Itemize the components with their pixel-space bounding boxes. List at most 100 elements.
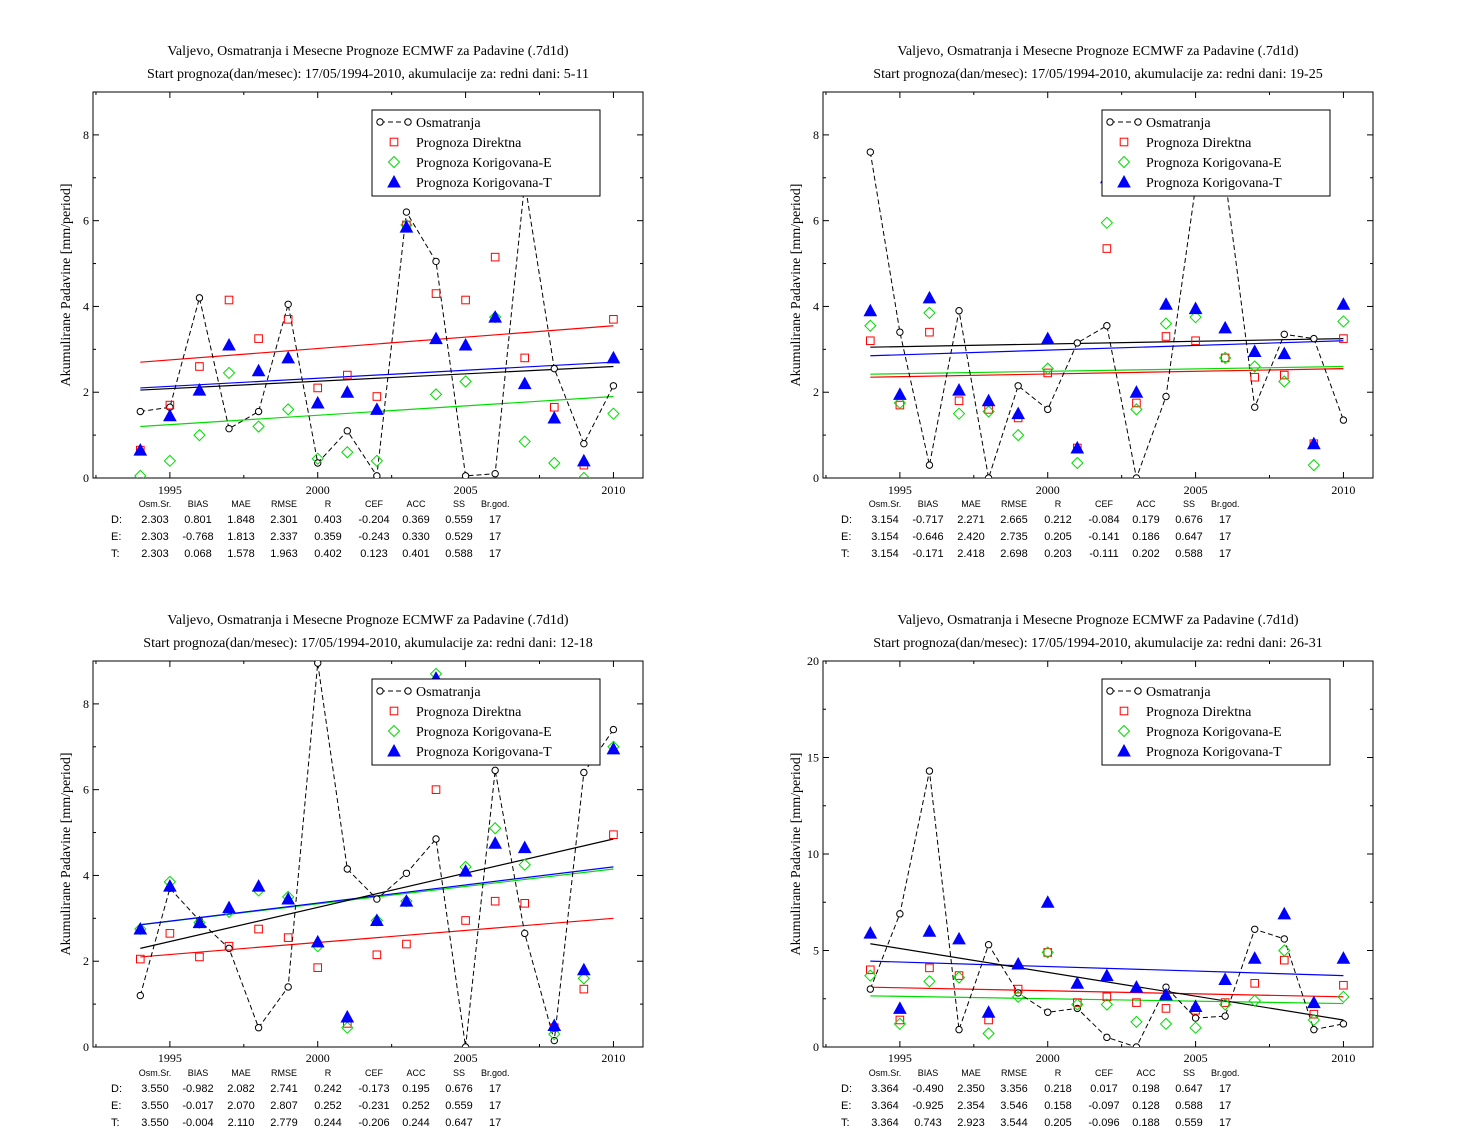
stats-value: 17 xyxy=(1219,548,1231,560)
legend-label: Prognoza Korigovana-T xyxy=(416,176,552,191)
legend-marker-obs xyxy=(404,118,412,126)
point-obs-2000 xyxy=(314,459,322,467)
legend-label: Prognoza Direktna xyxy=(1146,705,1252,720)
point-D-2009 xyxy=(579,984,589,994)
y-tick-label: 8 xyxy=(813,128,819,142)
point-obs-1996 xyxy=(925,767,934,775)
point-obs-1999 xyxy=(284,983,292,991)
point-obs-2002 xyxy=(1103,1033,1111,1042)
point-E-2005 xyxy=(459,375,472,388)
stats-value: 17 xyxy=(489,531,501,543)
point-T-2006 xyxy=(488,836,502,849)
point-obs-2010 xyxy=(1339,1020,1348,1028)
point-E-2004 xyxy=(1159,317,1173,330)
point-T-1994 xyxy=(133,443,148,456)
point-D-2006 xyxy=(1220,353,1230,363)
stats-row-label: T: xyxy=(841,1117,850,1129)
point-E-2007 xyxy=(1248,994,1261,1007)
stats-value: -0.231 xyxy=(358,1100,389,1112)
x-tick-label: 2010 xyxy=(1331,1051,1355,1065)
point-E-2001 xyxy=(1071,456,1084,470)
legend-label: Osmatranja xyxy=(416,116,481,131)
stats-header: CEF xyxy=(1095,1068,1114,1078)
point-D-2002 xyxy=(1102,992,1112,1002)
point-D-2008 xyxy=(1279,955,1289,965)
legend-label: Prognoza Korigovana-T xyxy=(1146,745,1282,760)
stats-header: RMSE xyxy=(1001,499,1027,509)
point-D-1999 xyxy=(1013,984,1023,994)
point-D-2002 xyxy=(1102,244,1112,253)
stats-value: 1.813 xyxy=(227,531,255,543)
chart-title: Valjevo, Osmatranja i Mesecne Prognoze E… xyxy=(167,613,569,628)
trend-line-E xyxy=(870,365,1344,375)
point-D-2002 xyxy=(372,950,382,960)
point-D-1997 xyxy=(954,971,964,980)
point-E-2001 xyxy=(341,446,354,459)
stats-header: Br.god. xyxy=(1211,1068,1240,1078)
stats-value: 0.401 xyxy=(402,548,430,560)
point-obs-1997 xyxy=(225,424,233,433)
point-T-2001 xyxy=(1070,976,1085,989)
stats-value: 0.188 xyxy=(1132,1117,1160,1129)
stats-value: 1.963 xyxy=(270,548,298,560)
stats-header: R xyxy=(1055,499,1062,509)
stats-header: Osm.Sr. xyxy=(869,1068,902,1078)
stats-value: 2.110 xyxy=(228,1117,255,1129)
point-D-1996 xyxy=(195,362,204,371)
point-obs-2000 xyxy=(1044,1008,1052,1016)
chart-subtitle: Start prognoza(dan/mesec): 17/05/1994-20… xyxy=(873,636,1322,651)
point-obs-2003 xyxy=(402,208,411,216)
point-obs-1994 xyxy=(136,407,145,416)
stats-value: 2.303 xyxy=(141,531,169,543)
x-tick-label: 2000 xyxy=(306,1051,330,1065)
stats-value: 17 xyxy=(1219,1083,1231,1095)
stats-header: MAE xyxy=(231,1068,251,1078)
chart-panel-4: Valjevo, Osmatranja i Mesecne Prognoze E… xyxy=(789,613,1374,1129)
x-tick-label: 2010 xyxy=(601,1051,625,1065)
stats-value: 2.303 xyxy=(141,514,169,526)
point-obs-1998 xyxy=(984,941,993,949)
legend-marker-D xyxy=(389,137,399,147)
point-T-1994 xyxy=(863,303,878,317)
stats-header: RMSE xyxy=(271,499,297,509)
point-T-2003 xyxy=(399,894,414,907)
legend-label: Prognoza Direktna xyxy=(416,136,522,151)
point-T-2006 xyxy=(488,310,502,323)
stats-value: 3.154 xyxy=(871,514,899,526)
trend-line-T xyxy=(870,960,1344,977)
point-D-1999 xyxy=(283,315,293,324)
point-D-1998 xyxy=(254,334,263,343)
point-D-2002 xyxy=(372,392,382,401)
point-D-2007 xyxy=(1250,372,1260,382)
stats-value: -0.206 xyxy=(358,1117,389,1129)
point-T-2002 xyxy=(370,913,384,926)
point-D-2007 xyxy=(1250,979,1260,988)
plot-frame xyxy=(822,91,1374,479)
point-E-1996 xyxy=(193,428,206,442)
stats-value: 0.205 xyxy=(1044,1117,1072,1129)
stats-value: 0.529 xyxy=(445,531,473,543)
stats-value: 1.848 xyxy=(227,514,255,526)
stats-value: 0.123 xyxy=(360,548,388,560)
point-T-1997 xyxy=(222,338,236,351)
point-E-2006 xyxy=(488,822,502,835)
point-E-1994 xyxy=(134,469,147,478)
point-obs-2010 xyxy=(609,382,618,390)
plot-area xyxy=(863,148,1351,478)
stats-value: 0.588 xyxy=(1175,1100,1203,1112)
trend-line-obs xyxy=(140,365,614,391)
point-T-1998 xyxy=(981,1005,996,1018)
stats-value: 3.550 xyxy=(141,1083,169,1095)
legend-label: Prognoza Korigovana-E xyxy=(416,156,552,171)
stats-value: 2.303 xyxy=(141,548,169,560)
point-obs-2004 xyxy=(432,835,440,843)
y-tick-label: 15 xyxy=(807,751,819,765)
point-obs-2004 xyxy=(1162,392,1170,401)
stats-value: 17 xyxy=(1219,531,1231,543)
x-tick-label: 1995 xyxy=(888,1051,912,1065)
stats-value: 0.588 xyxy=(445,548,473,560)
point-T-2007 xyxy=(1247,951,1262,964)
stats-value: 2.271 xyxy=(957,514,985,526)
stats-value: -0.173 xyxy=(358,1083,389,1095)
point-obs-2010 xyxy=(609,725,618,734)
